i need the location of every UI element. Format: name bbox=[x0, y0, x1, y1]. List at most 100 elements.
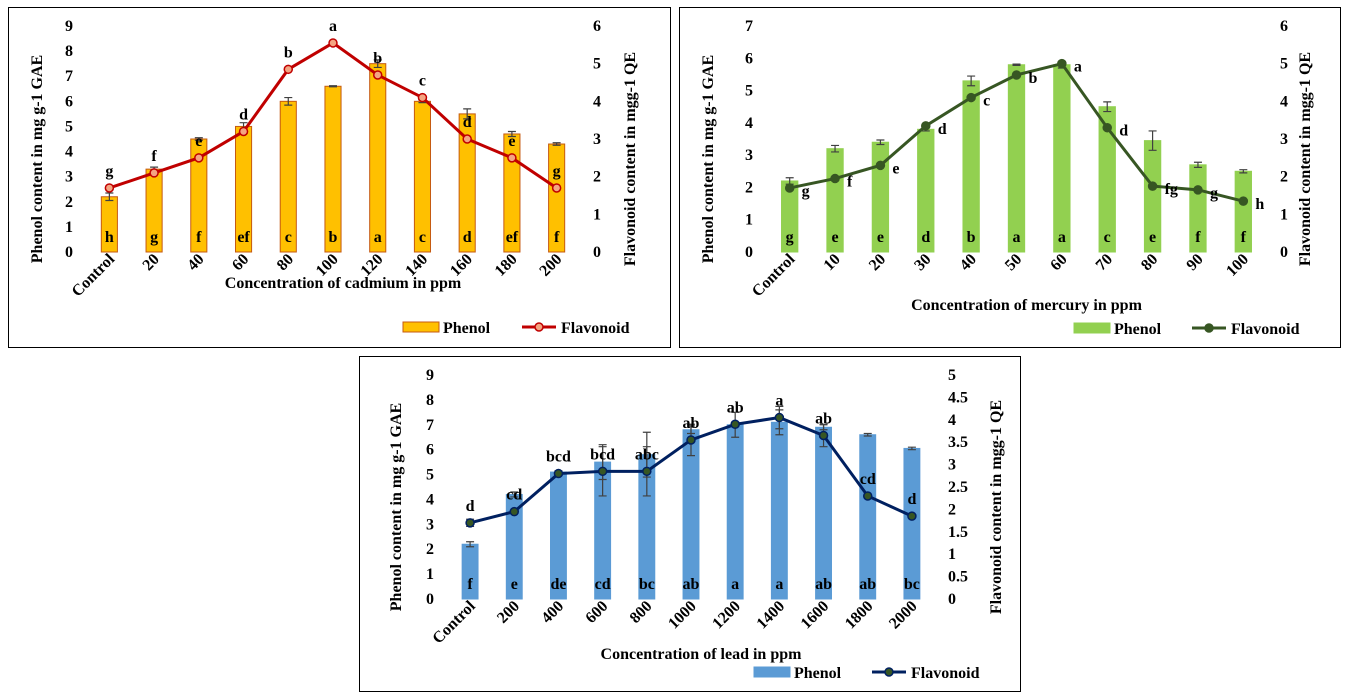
phenol-significance-label: b bbox=[329, 229, 338, 246]
x-category-label: 1200 bbox=[709, 598, 744, 633]
phenol-significance-label: a bbox=[1058, 229, 1066, 246]
flavonoid-marker bbox=[784, 183, 795, 193]
y2-tick-label: 5 bbox=[948, 367, 956, 384]
flavonoid-significance-label: f bbox=[151, 148, 157, 165]
flavonoid-marker bbox=[553, 468, 564, 479]
flavonoid-significance-label: c bbox=[983, 93, 990, 110]
legend-phenol-label: Phenol bbox=[443, 320, 491, 337]
x-category-label: 20 bbox=[140, 251, 163, 274]
y2-tick-label: 0.5 bbox=[948, 569, 968, 586]
x-category-label: 200 bbox=[494, 598, 523, 627]
phenol-significance-label: g bbox=[786, 229, 794, 246]
flavonoid-significance-label: d bbox=[466, 498, 475, 515]
phenol-error-bar bbox=[863, 432, 872, 437]
y-tick-label: 0 bbox=[745, 244, 753, 261]
x-category-label: 1000 bbox=[665, 598, 700, 633]
y2-tick-label: 4 bbox=[1280, 93, 1288, 110]
x-category-label: 60 bbox=[229, 251, 252, 274]
phenol-error-bar bbox=[876, 139, 885, 146]
y-tick-label: 3 bbox=[745, 147, 753, 164]
flavonoid-marker bbox=[149, 168, 159, 178]
y-tick-label: 3 bbox=[426, 516, 434, 533]
flavonoid-marker bbox=[509, 506, 520, 517]
x-category-label: 80 bbox=[274, 251, 297, 274]
y2-tick-label: 6 bbox=[593, 18, 601, 35]
flavonoid-significance-label: a bbox=[775, 393, 783, 410]
phenol-error-bar bbox=[507, 130, 516, 138]
phenol-error-bar bbox=[831, 144, 840, 153]
flavonoid-marker bbox=[1193, 185, 1203, 195]
phenol-error-bar bbox=[284, 96, 293, 106]
phenol-significance-label: a bbox=[731, 576, 739, 593]
phenol-significance-label: e bbox=[511, 576, 518, 593]
flavonoid-significance-label: e bbox=[508, 133, 515, 150]
y-tick-label: 2 bbox=[426, 541, 434, 558]
phenol-error-bar bbox=[466, 541, 475, 548]
phenol-error-bar bbox=[907, 446, 916, 451]
phenol-significance-label: f bbox=[554, 229, 560, 246]
y2-tick-label: 1 bbox=[593, 206, 601, 223]
phenol-error-bar bbox=[510, 491, 519, 498]
x-category-label: 1800 bbox=[842, 598, 877, 633]
x-category-label: 60 bbox=[1047, 251, 1070, 274]
y2-axis-title: Flavonoid content in mgg-1 QE bbox=[988, 400, 1005, 614]
flavonoid-significance-label: d bbox=[463, 114, 472, 131]
phenol-significance-label: de bbox=[550, 576, 566, 593]
phenol-error-bar bbox=[1103, 101, 1112, 113]
phenol-significance-label: f bbox=[1241, 229, 1247, 246]
x-category-label: 600 bbox=[582, 598, 611, 627]
y-tick-label: 7 bbox=[426, 417, 434, 434]
flavonoid-significance-label: c bbox=[419, 73, 426, 90]
y-tick-label: 7 bbox=[65, 68, 73, 85]
x-axis-title: Concentration of cadmium in ppm bbox=[225, 275, 462, 292]
flavonoid-marker bbox=[417, 92, 428, 103]
phenol-error-bar bbox=[1012, 63, 1021, 66]
flavonoid-significance-label: g bbox=[1210, 185, 1218, 202]
phenol-error-bar bbox=[1148, 130, 1157, 151]
y2-tick-label: 5 bbox=[593, 56, 601, 73]
flavonoid-marker bbox=[642, 466, 652, 477]
phenol-bar bbox=[815, 426, 832, 600]
x-axis-title: Concentration of lead in ppm bbox=[601, 646, 803, 663]
y2-tick-label: 5 bbox=[1280, 56, 1288, 73]
flavonoid-significance-label: g bbox=[553, 163, 561, 180]
phenol-error-bar bbox=[1193, 161, 1202, 169]
flavonoid-marker bbox=[328, 38, 338, 48]
flavonoid-significance-label: e bbox=[892, 160, 899, 177]
cadmium-chart-panel: 0 1 2 3 4 5 6 7 8 9 0 1 2 3 4 5 6 Phenol content in mg g-… bbox=[8, 7, 671, 348]
flavonoid-significance-label: g bbox=[105, 163, 113, 180]
flavonoid-significance-label: f bbox=[847, 174, 853, 191]
legend-flavonoid-label: Flavonoid bbox=[561, 320, 630, 337]
flavonoid-marker bbox=[875, 160, 886, 171]
flavonoid-significance-label: b bbox=[373, 50, 382, 67]
phenol-significance-label: e bbox=[831, 229, 838, 246]
y2-tick-label: 6 bbox=[1280, 18, 1288, 35]
flavonoid-marker bbox=[1147, 181, 1158, 191]
flavonoid-marker bbox=[1011, 70, 1022, 80]
x-category-label: 180 bbox=[492, 251, 521, 280]
x-category-label: 10 bbox=[821, 251, 844, 274]
flavonoid-significance-label: abc bbox=[635, 446, 659, 463]
y-tick-label: 6 bbox=[65, 93, 73, 110]
cadmium-chart: 0 1 2 3 4 5 6 7 8 9 0 1 2 3 4 5 6 Phenol content in mg g-… bbox=[29, 18, 639, 337]
legend-phenol-label: Phenol bbox=[794, 665, 842, 682]
y-tick-label: 0 bbox=[426, 591, 434, 608]
flavonoid-significance-label: b bbox=[284, 44, 293, 61]
y-tick-label: 0 bbox=[65, 244, 73, 261]
flavonoid-significance-label: a bbox=[1074, 59, 1082, 76]
legend-flavonoid-marker bbox=[884, 667, 894, 677]
y-tick-label: 5 bbox=[745, 83, 753, 100]
phenol-significance-label: a bbox=[374, 229, 382, 246]
mercury-chart-panel: 0 1 2 3 4 5 6 7 0 1 2 3 4 5 6 Phenol content in mg g-1 … bbox=[679, 7, 1341, 348]
flavonoid-marker bbox=[966, 92, 976, 103]
phenol-significance-label: g bbox=[150, 229, 158, 246]
flavonoid-significance-label: b bbox=[1029, 70, 1038, 87]
flavonoid-marker bbox=[194, 153, 204, 163]
legend-flavonoid-marker bbox=[534, 322, 544, 332]
y2-axis-title: Flavonoid content in mgg-1 QE bbox=[1297, 52, 1314, 266]
flavonoid-significance-label: cd bbox=[860, 471, 876, 488]
y2-tick-label: 4.5 bbox=[948, 389, 968, 406]
phenol-significance-label: ef bbox=[237, 229, 250, 246]
flavonoid-marker bbox=[1238, 196, 1249, 206]
